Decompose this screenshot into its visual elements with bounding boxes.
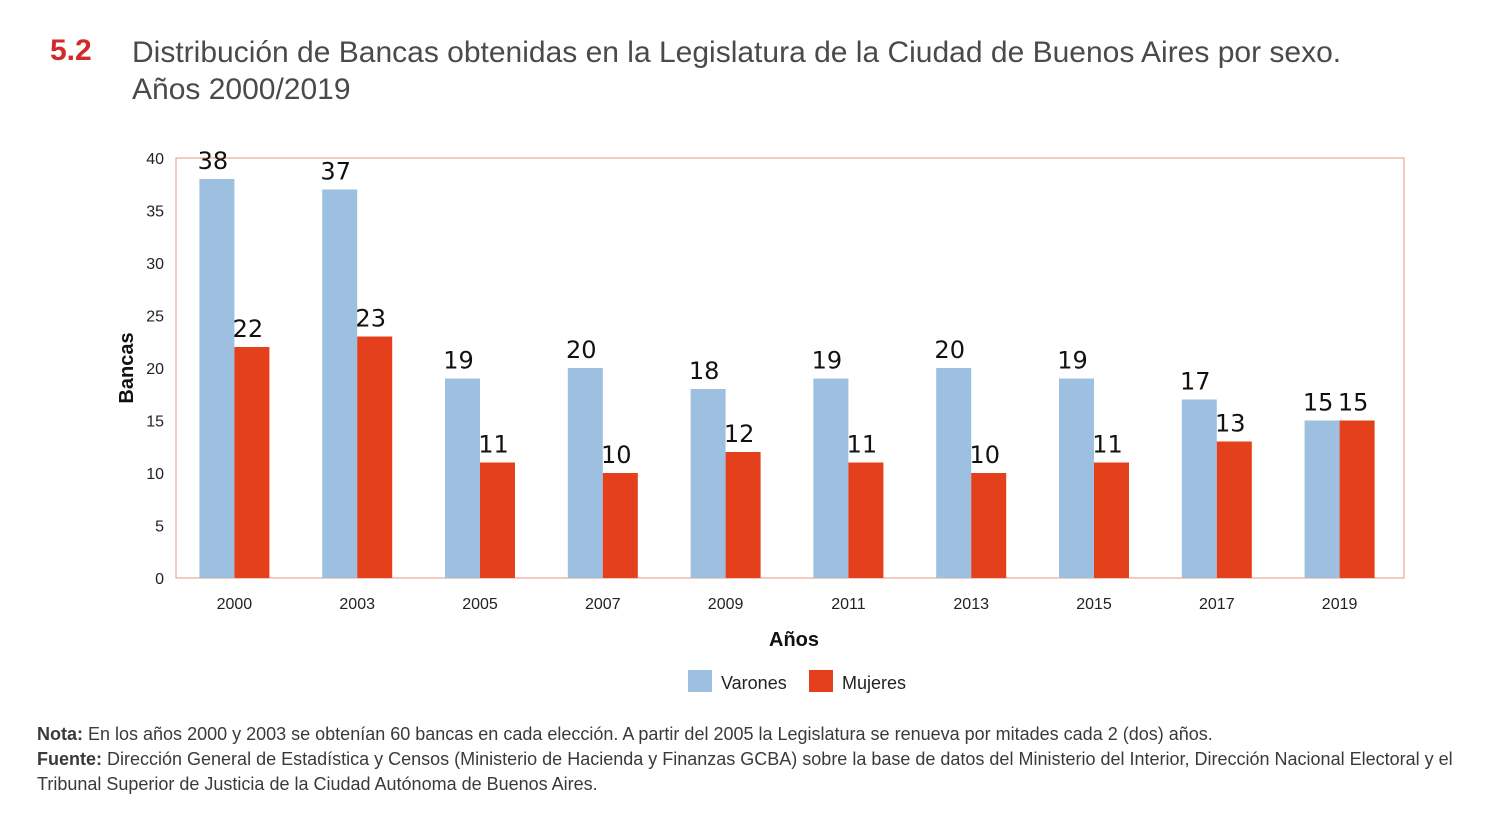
x-tick-label: 2017 xyxy=(1199,596,1235,613)
x-tick-label: 2000 xyxy=(217,596,253,613)
data-label-mujeres-2009: 12 xyxy=(724,420,755,448)
bar-mujeres-2005 xyxy=(480,462,515,578)
data-label-mujeres-2005: 11 xyxy=(478,431,509,459)
bar-varones-2013 xyxy=(936,368,972,578)
bar-chart: 0 5 10 15 20 25 30 35 40 Bancas 38 22 2000 37 23 2003 19… xyxy=(116,147,1405,693)
data-label-mujeres-2015: 11 xyxy=(1092,431,1123,459)
x-tick-label: 2011 xyxy=(831,596,866,613)
data-label-mujeres-2019: 15 xyxy=(1338,389,1369,417)
bar-varones-2007 xyxy=(567,368,603,578)
bar-mujeres-2009 xyxy=(725,452,761,578)
data-label-varones-2019: 15 xyxy=(1303,389,1334,417)
x-tick-label: 2007 xyxy=(585,596,621,613)
plot-frame xyxy=(175,157,1405,579)
bar-varones-2005 xyxy=(445,378,480,578)
data-label-varones-2011: 19 xyxy=(812,347,843,375)
bar-mujeres-2019 xyxy=(1339,420,1375,578)
data-label-varones-2000: 38 xyxy=(198,147,229,175)
data-label-varones-2013: 20 xyxy=(934,336,965,364)
figure-title: Distribución de Bancas obtenidas en la L… xyxy=(132,36,1342,106)
data-label-mujeres-2017: 13 xyxy=(1215,410,1246,438)
y-axis-label: Bancas xyxy=(116,332,138,403)
y-tick-label: 10 xyxy=(146,466,164,483)
bar-varones-2015 xyxy=(1059,378,1094,578)
note-label: Nota: xyxy=(37,724,83,744)
data-label-mujeres-2007: 10 xyxy=(601,441,632,469)
bar-mujeres-2013 xyxy=(971,473,1007,578)
bar-mujeres-2003 xyxy=(357,336,393,578)
y-tick-label: 5 xyxy=(155,519,164,536)
bar-varones-2003 xyxy=(322,189,358,578)
y-tick-label: 25 xyxy=(146,309,164,326)
bar-mujeres-2000 xyxy=(234,347,270,578)
x-axis-label: Años xyxy=(769,629,819,651)
x-tick-label: 2009 xyxy=(708,596,744,613)
y-tick-label: 15 xyxy=(146,414,164,431)
bar-mujeres-2015 xyxy=(1094,462,1129,578)
x-tick-label: 2013 xyxy=(953,596,989,613)
bar-mujeres-2017 xyxy=(1216,441,1252,578)
y-tick-label: 30 xyxy=(146,256,164,273)
source-line: Fuente: Dirección General de Estadística… xyxy=(37,747,1467,797)
data-label-mujeres-2000: 22 xyxy=(233,315,264,343)
legend-swatch-varones xyxy=(688,670,712,692)
y-tick-label: 35 xyxy=(146,204,164,221)
x-tick-label: 2019 xyxy=(1322,596,1358,613)
bar-varones-2009 xyxy=(690,389,726,578)
data-label-mujeres-2003: 23 xyxy=(355,305,386,333)
figure-number: 5.2 xyxy=(50,34,92,67)
bar-varones-2011 xyxy=(813,378,849,578)
bar-mujeres-2011 xyxy=(848,462,884,578)
data-label-varones-2009: 18 xyxy=(689,357,720,385)
note-line: Nota: En los años 2000 y 2003 se obtenía… xyxy=(37,722,1467,747)
x-tick-label: 2003 xyxy=(339,596,375,613)
source-label: Fuente: xyxy=(37,749,102,769)
note-text: En los años 2000 y 2003 se obtenían 60 b… xyxy=(83,724,1213,744)
data-label-varones-2005: 19 xyxy=(443,347,474,375)
notes-block: Nota: En los años 2000 y 2003 se obtenía… xyxy=(37,722,1467,797)
y-tick-label: 0 xyxy=(155,571,164,588)
legend-label-mujeres: Mujeres xyxy=(842,673,906,693)
y-tick-label: 40 xyxy=(146,151,164,168)
x-tick-label: 2015 xyxy=(1076,596,1112,613)
bar-varones-2000 xyxy=(199,179,235,578)
data-label-varones-2003: 37 xyxy=(320,158,351,186)
legend-swatch-mujeres xyxy=(809,670,833,692)
bar-mujeres-2007 xyxy=(602,473,638,578)
legend-label-varones: Varones xyxy=(721,673,787,693)
x-tick-label: 2005 xyxy=(462,596,498,613)
y-tick-label: 20 xyxy=(146,361,164,378)
data-label-varones-2015: 19 xyxy=(1057,347,1088,375)
bar-varones-2017 xyxy=(1181,399,1217,578)
data-label-mujeres-2011: 11 xyxy=(847,431,878,459)
data-label-varones-2007: 20 xyxy=(566,336,597,364)
source-text: Dirección General de Estadística y Censo… xyxy=(37,749,1453,794)
data-label-varones-2017: 17 xyxy=(1180,368,1211,396)
bar-varones-2019 xyxy=(1304,420,1340,578)
data-label-mujeres-2013: 10 xyxy=(969,441,1000,469)
